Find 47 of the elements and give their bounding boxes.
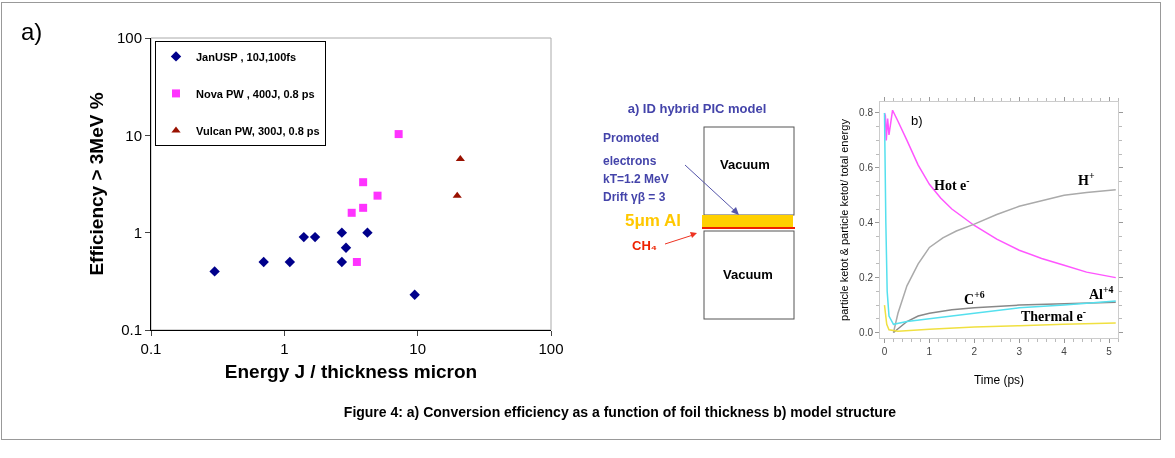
text: CH₄ xyxy=(632,238,657,253)
annotation: b) xyxy=(911,113,923,128)
y-tick-label: 0.8 xyxy=(859,107,874,119)
text: 5μm Al xyxy=(625,211,682,230)
y-axis-title: particle ketot & particle ketot/ total energy xyxy=(838,118,850,321)
legend-label: Nova PW , 400J, 0.8 ps xyxy=(196,87,315,100)
text: Drift γβ = 3 xyxy=(603,190,666,204)
x-axis-title: Energy J / thickness micron xyxy=(224,360,478,382)
y-tick-label: 0.0 xyxy=(859,327,874,339)
x-tick-label: 1 xyxy=(926,346,933,357)
text: Promoted xyxy=(603,131,660,145)
x-tick-label: 2 xyxy=(971,346,978,357)
series-label: C$^{+6}$ xyxy=(964,289,985,307)
text: electrons xyxy=(603,154,657,168)
legend-label: Vulcan PW, 300J, 0.8 ps xyxy=(196,124,320,137)
x-tick-label: 0 xyxy=(881,346,888,357)
x-tick-label: 100 xyxy=(538,340,564,357)
y-tick-label: 0.4 xyxy=(859,217,874,229)
y-tick-label: 1 xyxy=(133,223,142,241)
line-series xyxy=(883,304,1117,332)
text: a) ID hybrid PIC model xyxy=(627,101,767,116)
series-label: Thermal e$^{-}$ xyxy=(1021,306,1087,324)
x-tick-label: 5 xyxy=(1106,346,1113,357)
x-tick-label: 4 xyxy=(1061,346,1068,357)
x-tick-label: 3 xyxy=(1016,346,1023,357)
text: a) xyxy=(21,18,43,45)
series-label: Hot e$^{-}$ xyxy=(934,175,970,193)
y-tick-label: 100 xyxy=(116,29,142,47)
legend-label: JanUSP , 10J,100fs xyxy=(196,50,297,63)
line-series xyxy=(892,189,1117,334)
y-tick-label: 10 xyxy=(125,126,142,144)
text: Vacuum xyxy=(720,157,770,172)
x-tick-label: 1 xyxy=(280,340,289,357)
line-series xyxy=(883,109,1117,279)
text: Vacuum xyxy=(723,267,773,282)
y-tick-label: 0.2 xyxy=(859,272,874,284)
caption: Figure 4: a) Conversion efficiency as a function of foil thickness b) model structure xyxy=(342,404,898,420)
y-axis-title: Efficiency > 3MeV % xyxy=(85,92,107,276)
series-label: H$^{+}$ xyxy=(1078,170,1095,188)
series-label: Al$^{+4}$ xyxy=(1089,284,1114,302)
x-tick-label: 0.1 xyxy=(140,340,162,357)
x-axis-title: Time (ps) xyxy=(973,373,1025,387)
y-tick-label: 0.1 xyxy=(121,321,142,339)
x-tick-label: 10 xyxy=(409,340,427,357)
line-series xyxy=(883,112,1117,326)
y-tick-label: 0.6 xyxy=(859,162,874,174)
text: kT=1.2 MeV xyxy=(603,172,669,186)
